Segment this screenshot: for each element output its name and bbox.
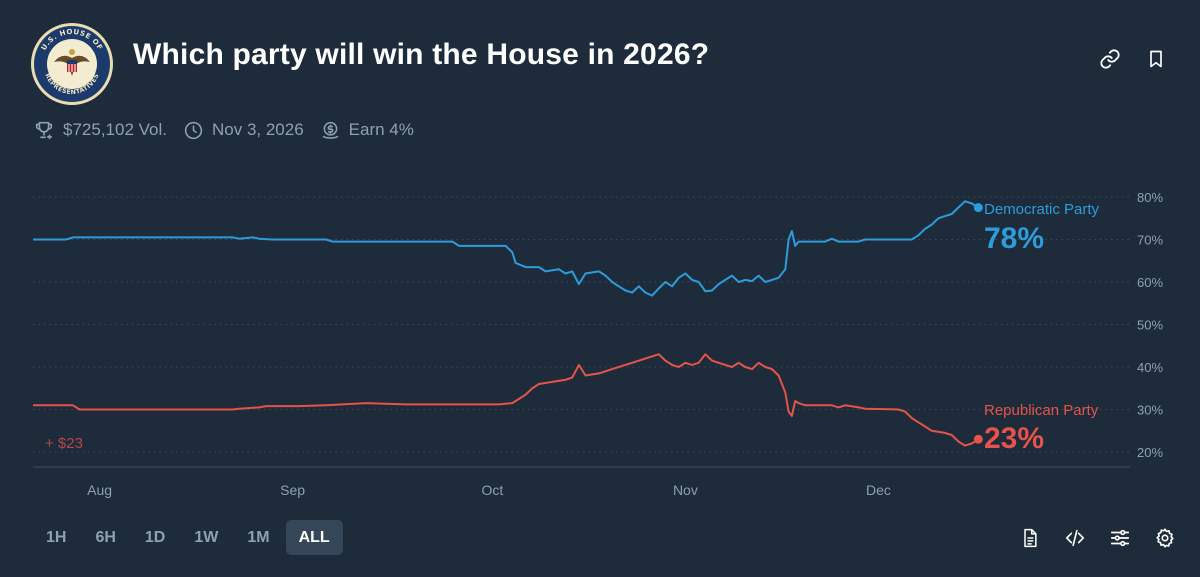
settings-button[interactable] bbox=[1152, 525, 1178, 551]
x-axis-ticks: Aug Sep Oct Nov Dec bbox=[87, 482, 891, 498]
earn-text: Earn 4% bbox=[348, 120, 414, 139]
gear-icon bbox=[1156, 528, 1174, 548]
earn-item[interactable]: Earn 4% bbox=[320, 120, 414, 141]
bookmark-icon bbox=[1150, 50, 1162, 68]
x-tick-label-aug: Aug bbox=[87, 482, 112, 498]
range-1h-button[interactable]: 1H bbox=[46, 528, 67, 546]
volume-text: $725,102 Vol. bbox=[63, 120, 167, 139]
series-value-democratic: 78% bbox=[984, 222, 1044, 255]
x-tick-label-dec: Dec bbox=[866, 482, 891, 498]
chart-grid bbox=[33, 196, 1130, 468]
copy-link-button[interactable] bbox=[1097, 46, 1123, 72]
x-tick-label-oct: Oct bbox=[481, 482, 503, 498]
series-endpoint-democratic bbox=[973, 203, 983, 213]
series-line-republican bbox=[33, 353, 979, 447]
end-date-text: Nov 3, 2026 bbox=[211, 120, 304, 139]
y-axis-ticks: 20% 30% 40% 50% 60% 70% 80% bbox=[1137, 190, 1163, 460]
y-tick-label: 40% bbox=[1137, 360, 1163, 375]
time-range-selector: 1H 6H 1D 1W 1M ALL bbox=[33, 520, 346, 555]
range-1w-button[interactable]: 1W bbox=[194, 528, 219, 546]
y-tick-label: 50% bbox=[1137, 318, 1163, 333]
series-line-democratic bbox=[33, 200, 979, 297]
sliders-icon bbox=[1110, 529, 1130, 547]
house-seal-logo: U.S. HOUSE OF REPRESENTATIVES bbox=[31, 23, 113, 105]
y-tick-label: 60% bbox=[1137, 275, 1163, 290]
range-6h-button[interactable]: 6H bbox=[95, 528, 116, 546]
probability-line-chart: 20% 30% 40% 50% 60% 70% 80% Aug Sep Oct Nov Dec De… bbox=[33, 190, 1163, 498]
x-tick-label-nov: Nov bbox=[673, 482, 698, 498]
x-tick-label-sep: Sep bbox=[280, 482, 305, 498]
chart-settings-sliders-button[interactable] bbox=[1107, 525, 1133, 551]
rules-button[interactable] bbox=[1017, 525, 1043, 551]
embed-button[interactable] bbox=[1062, 525, 1088, 551]
range-all-button[interactable]: ALL bbox=[285, 520, 343, 555]
series-endpoint-republican bbox=[973, 434, 983, 444]
code-icon bbox=[1065, 529, 1085, 547]
series-name-republican: Republican Party bbox=[984, 402, 1099, 419]
chart-annotation: + $23 bbox=[45, 435, 83, 452]
series-name-democratic: Democratic Party bbox=[984, 201, 1100, 218]
earn-coin-icon bbox=[322, 121, 338, 139]
y-tick-label: 20% bbox=[1137, 445, 1163, 460]
end-date-item: Nov 3, 2026 bbox=[183, 120, 304, 141]
range-1m-button[interactable]: 1M bbox=[247, 528, 270, 546]
range-1d-button[interactable]: 1D bbox=[144, 528, 166, 546]
y-tick-label: 80% bbox=[1137, 190, 1163, 205]
trophy-icon bbox=[35, 121, 53, 140]
document-icon bbox=[1024, 528, 1037, 548]
volume-item: $725,102 Vol. bbox=[33, 119, 167, 141]
y-tick-label: 70% bbox=[1137, 233, 1163, 248]
y-tick-label: 30% bbox=[1137, 403, 1163, 418]
link-icon bbox=[1100, 49, 1120, 69]
clock-icon bbox=[184, 121, 203, 139]
series-value-republican: 23% bbox=[984, 422, 1044, 455]
chart-series: Democratic Party 78% Republican Party 23% bbox=[33, 200, 1100, 455]
market-meta-row: $725,102 Vol. Nov 3, 2026 Earn 4% bbox=[33, 118, 430, 142]
chart-tools bbox=[998, 525, 1178, 551]
bookmark-button[interactable] bbox=[1143, 46, 1169, 72]
page-title: Which party will win the House in 2026? bbox=[133, 38, 710, 71]
